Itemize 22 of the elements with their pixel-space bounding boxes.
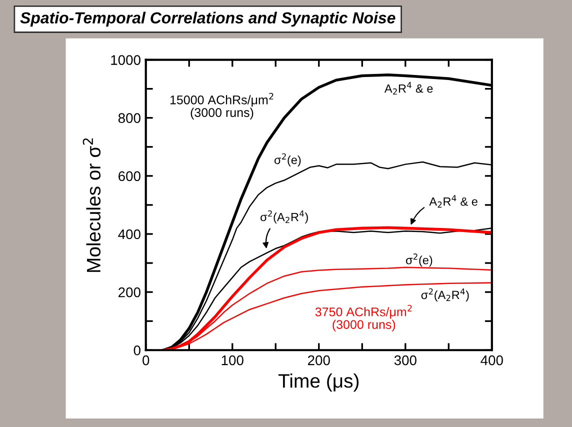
annotation: A$_{2}$R$^{4}$ & e bbox=[429, 195, 478, 208]
x-axis-title: Time (μs) bbox=[278, 374, 359, 392]
y-tick-label: 800 bbox=[118, 113, 140, 124]
chart-title: Spatio-Temporal Correlations and Synaptic Noise bbox=[20, 12, 396, 27]
text: 3750 AChRs/μm$^{2}$ (3000 runs) bbox=[315, 304, 412, 332]
annotation: A$_{2}$R$^{4}$ & e bbox=[384, 82, 433, 95]
x-tick-label: 400 bbox=[480, 355, 503, 366]
y-tick-label: 400 bbox=[118, 229, 140, 240]
annotation: σ$^{2}$(e) bbox=[274, 153, 301, 166]
annotation: σ$^{2}$(A$_{2}$R$^{4}$) bbox=[260, 210, 308, 224]
y-axis-title: Molecules or σ$^{2}$ bbox=[82, 138, 101, 272]
annotation: σ$^{2}$(e) bbox=[406, 254, 432, 267]
x-tick-label: 200 bbox=[308, 355, 330, 366]
text: 15000 AChRs/μm$^{2}$ (3000 runs) bbox=[170, 92, 274, 120]
annotation: σ$^{2}$(A$_{2}$R$^{4}$) bbox=[421, 288, 469, 302]
y-tick-label: 600 bbox=[118, 171, 140, 182]
x-tick-label: 100 bbox=[222, 355, 244, 366]
y-tick-label: 1000 bbox=[111, 55, 140, 65]
x-tick-label: 300 bbox=[394, 355, 416, 366]
y-tick-label: 0 bbox=[134, 345, 140, 356]
y-tick-label: 200 bbox=[118, 287, 140, 298]
x-tick-label: 0 bbox=[142, 355, 150, 366]
